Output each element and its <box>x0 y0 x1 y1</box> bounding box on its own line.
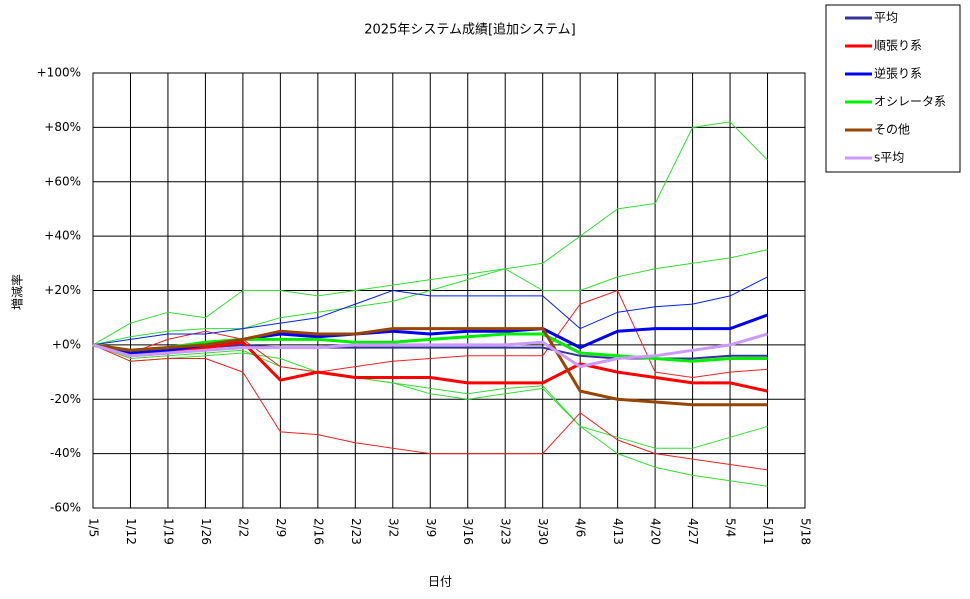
legend-label: 順張り系 <box>874 39 922 53</box>
y-tick-label: +40% <box>44 229 81 243</box>
series-line <box>92 332 768 363</box>
x-tick-label: 3/16 <box>461 518 475 545</box>
series-line <box>92 327 768 407</box>
y-tick-label: +80% <box>44 120 81 134</box>
chart-title: 2025年システム成績[追加システム] <box>364 22 575 38</box>
x-tick-label: 5/18 <box>799 518 813 545</box>
y-tick-label: +60% <box>44 174 81 188</box>
legend-label: その他 <box>874 123 910 137</box>
y-tick-label: -20% <box>50 392 81 406</box>
series-line <box>92 344 768 487</box>
series-line <box>92 332 768 369</box>
y-tick-label: +20% <box>44 283 81 297</box>
x-axis-title: 日付 <box>428 575 452 589</box>
x-tick-label: 3/9 <box>424 518 438 537</box>
legend-label: オシレータ系 <box>874 95 946 109</box>
legend-label: s平均 <box>874 151 904 165</box>
x-tick-label: 5/11 <box>761 518 775 545</box>
x-tick-label: 3/2 <box>386 518 400 537</box>
y-tick-label: -60% <box>50 501 81 515</box>
y-tick-label: -40% <box>50 446 81 460</box>
x-tick-label: 1/19 <box>161 518 175 545</box>
y-tick-label: +0% <box>52 337 81 351</box>
x-tick-label: 3/30 <box>536 518 550 545</box>
series-line <box>92 340 768 393</box>
series-line <box>92 344 768 471</box>
x-tick-label: 4/20 <box>649 518 663 545</box>
legend-box <box>825 4 961 173</box>
x-tick-label: 2/23 <box>349 518 363 545</box>
series-line <box>92 290 768 378</box>
x-tick-label: 1/5 <box>87 518 101 537</box>
plot-border <box>92 72 806 509</box>
x-tick-label: 1/12 <box>124 518 138 545</box>
x-tick-label: 2/9 <box>274 518 288 537</box>
x-tick-label: 5/4 <box>724 518 738 537</box>
series-line <box>92 121 768 346</box>
x-tick-label: 2/2 <box>236 518 250 537</box>
series-line <box>92 276 768 346</box>
series-line <box>92 344 768 449</box>
x-tick-label: 3/23 <box>499 518 513 545</box>
y-axis-title: 増減率 <box>10 274 25 310</box>
x-tick-label: 4/27 <box>686 518 700 545</box>
series-line <box>92 249 768 346</box>
x-tick-label: 1/26 <box>199 518 213 545</box>
x-tick-label: 2/16 <box>311 518 325 545</box>
x-tick-label: 4/6 <box>574 518 588 537</box>
legend-label: 逆張り系 <box>874 66 922 81</box>
legend-label: 平均 <box>874 11 898 25</box>
x-tick-label: 4/13 <box>611 518 625 545</box>
y-tick-label: +100% <box>37 66 81 80</box>
